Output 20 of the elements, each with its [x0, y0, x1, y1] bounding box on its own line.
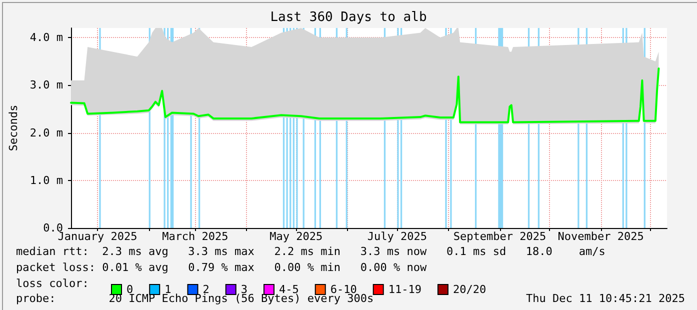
legend-label: 1: [164, 283, 172, 296]
x-tick-label: May 2025: [270, 230, 323, 243]
line-series: [70, 67, 660, 124]
x-tick-label: March 2025: [162, 230, 228, 243]
chart-title: Last 360 Days to alb: [270, 10, 427, 25]
text: packet loss: 0.01 % avg 0.79 % max 0.00 % min 0.00 % now: [16, 261, 427, 274]
y-axis-title: Seconds: [7, 104, 20, 152]
text: Thu Dec 11 10:45:21 2025: [526, 292, 686, 305]
legend-label: 11-19: [388, 283, 422, 296]
text: loss color:: [16, 277, 89, 290]
x-tick-label: September 2025: [453, 230, 546, 243]
y-tick-label: 3.0 m: [30, 78, 64, 92]
y-tick-label: 1.0 m: [30, 174, 64, 187]
y-tick-label: 4.0 m: [30, 31, 64, 44]
legend-label: 20/20: [452, 283, 486, 296]
x-tick-label: July 2025: [367, 230, 427, 243]
text: median rtt: 2.3 ms avg 3.3 ms max 2.2 ms min 3.3 ms now 0.1 ms sd 18.0 am/s: [16, 245, 606, 258]
y-tick-label: 2.0 m: [30, 126, 64, 140]
x-tick-label: November 2025: [558, 230, 644, 243]
legend-label: 2: [202, 283, 210, 296]
